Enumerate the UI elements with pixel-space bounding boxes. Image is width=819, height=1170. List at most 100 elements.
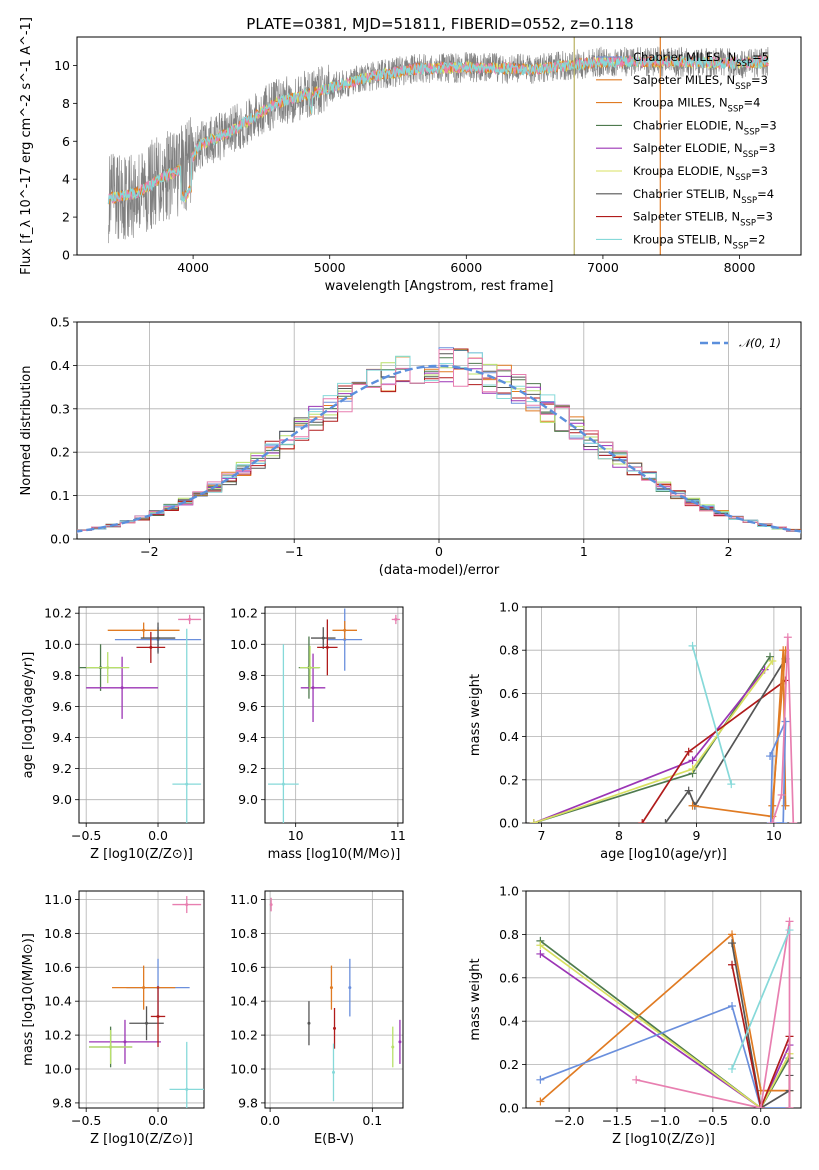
y-tick-label: 10.4 — [44, 994, 72, 1009]
legend-subscript: SSP — [743, 150, 759, 160]
y-tick-label: 10.0 — [230, 637, 258, 652]
y-tick-label: 10.6 — [44, 960, 72, 975]
y-tick-label: 8 — [62, 96, 70, 111]
legend-subscript: SSP — [740, 219, 756, 229]
y-tick-label: 0.8 — [499, 643, 519, 658]
y-tick-label: 0.6 — [499, 970, 519, 985]
plot-area — [268, 608, 400, 823]
y-axis-label: age [log10(age/yr)] — [21, 652, 36, 779]
plus-marker — [777, 790, 786, 799]
plus-marker — [529, 819, 538, 823]
data-point — [156, 1014, 160, 1018]
plot-area — [269, 897, 402, 1102]
x-axis-label: Z [log10(Z/Z⊙)] — [90, 847, 193, 862]
plus-marker — [728, 939, 737, 948]
legend-label: Kroupa STELIB, NSSP=2 — [633, 232, 765, 251]
data-point — [123, 1040, 127, 1044]
plus-marker — [536, 1075, 545, 1084]
y-tick-label: 0.2 — [50, 445, 70, 460]
y-tick-label: 10 — [54, 58, 70, 73]
legend-ssp-count: =3 — [751, 73, 768, 87]
weight-series-line — [539, 953, 791, 1108]
legend-label: Chabrier STELIB, NSSP=4 — [633, 187, 774, 206]
y-tick-label: 0.3 — [50, 401, 70, 416]
y-tick-label: 11.0 — [44, 892, 72, 907]
weight-vs-Z-panel: −2.0 −1.5 −1.0 −0.5 0.0 0.0 0.2 0.4 0.6 0.8 1.0 Z [… — [468, 884, 802, 1147]
y-tick-label: 4 — [62, 172, 70, 187]
axes-frame — [525, 890, 802, 1109]
weight-series-line — [731, 929, 791, 1070]
x-tick-label: 0 — [435, 544, 443, 559]
weight-series-line — [641, 679, 787, 823]
plus-marker — [768, 657, 777, 665]
data-point — [142, 986, 146, 990]
weight-series-line — [533, 660, 773, 823]
data-point — [398, 1040, 402, 1044]
x-tick-label: 10 — [766, 828, 782, 843]
x-tick-label: 0.0 — [260, 1113, 280, 1128]
x-tick-label: 1 — [580, 544, 588, 559]
residuals-panel: −2 −1 0 1 2 0.0 0.1 0.2 0.3 0.4 0.5 (data-model)/er… — [19, 315, 802, 578]
axes-frame — [264, 606, 404, 824]
data-point — [269, 903, 273, 907]
data-point — [325, 645, 329, 649]
weight-series-line — [771, 650, 787, 806]
legend-ssp-count: =4 — [743, 96, 760, 110]
x-tick-label: −0.5 — [71, 828, 101, 843]
mass-vs-Z-panel: −0.5 0.0 9.8 10.0 10.2 10.4 10.6 10.8 11.0 Z [log… — [21, 890, 205, 1147]
legend-subscript: SSP — [741, 196, 757, 206]
y-tick-label: 9.4 — [52, 730, 72, 745]
y-tick-label: 10.2 — [44, 606, 72, 621]
weight-series-line — [533, 669, 766, 823]
legend-label: Salpeter MILES, NSSP=3 — [633, 73, 768, 92]
y-tick-label: 9.8 — [238, 1095, 258, 1110]
x-tick-label: 5000 — [314, 260, 346, 275]
legend-ssp-count: =4 — [757, 187, 774, 201]
x-axis-label: E(B-V) — [314, 1132, 354, 1147]
axes-frame — [264, 890, 404, 1109]
plus-marker — [766, 652, 775, 661]
weight-series-line — [539, 932, 790, 1103]
weight-series-line — [771, 637, 795, 823]
legend-subscript: SSP — [744, 127, 760, 137]
plus-marker — [684, 786, 693, 795]
weight-series-line — [769, 721, 787, 823]
legend-label: Kroupa ELODIE, NSSP=3 — [633, 164, 768, 183]
plot-area — [536, 917, 794, 1108]
age-vs-mass-panel: 10 11 9.0 9.2 9.4 9.6 9.8 10.0 10.2 mass [log10(M… — [230, 606, 406, 862]
x-tick-label: −1.0 — [650, 1113, 680, 1128]
plot-area — [529, 633, 798, 823]
plus-marker — [727, 780, 736, 789]
x-tick-label: 0.0 — [751, 1113, 771, 1128]
plus-marker — [781, 717, 790, 726]
y-tick-label: 10.0 — [44, 637, 72, 652]
data-point — [188, 617, 192, 621]
weight-series-line — [691, 645, 733, 785]
plus-marker — [638, 819, 647, 823]
plus-marker — [661, 819, 670, 823]
y-tick-label: 1.0 — [499, 600, 519, 615]
plus-marker — [684, 747, 693, 756]
y-tick-label: 0.0 — [50, 532, 70, 547]
data-point — [307, 1021, 311, 1025]
data-point — [149, 645, 153, 649]
plus-marker — [688, 765, 697, 773]
y-tick-label: 9.2 — [52, 761, 72, 776]
plus-marker — [766, 819, 775, 823]
data-point — [391, 1045, 395, 1049]
legend-ssp-count: =3 — [760, 118, 777, 132]
data-point — [394, 617, 398, 621]
legend-label: Kroupa MILES, NSSP=4 — [633, 96, 760, 115]
y-tick-label: 0 — [62, 248, 70, 263]
plus-marker — [632, 1075, 641, 1084]
y-tick-label: 10.2 — [230, 606, 258, 621]
legend-ssp-count: =5 — [752, 50, 769, 64]
mass-vs-ebv-panel: 0.0 0.1 9.8 10.0 10.2 10.4 10.6 10.8 11.0 E(B-V) — [230, 890, 404, 1147]
x-tick-label: 0.1 — [362, 1113, 382, 1128]
data-point — [142, 628, 146, 632]
y-tick-label: 9.8 — [238, 668, 258, 683]
data-point — [156, 636, 160, 640]
model-spectrum-line — [107, 54, 769, 204]
axes-frame — [76, 36, 802, 256]
y-axis-label: mass weight — [468, 674, 483, 756]
